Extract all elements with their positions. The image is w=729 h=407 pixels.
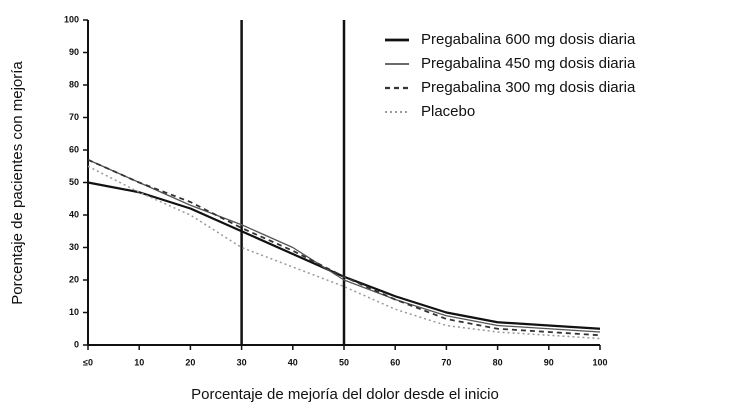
y-tick-label: 10 [69,307,79,317]
x-tick-label: ≤0 [83,357,93,367]
y-tick-label: 90 [69,47,79,57]
y-tick-label: 50 [69,177,79,187]
y-axis-label: Porcentaje de pacientes con mejoría [9,61,26,305]
x-tick-label: 60 [390,357,400,367]
legend-label: Placebo [421,103,475,120]
y-tick-label: 0 [74,339,79,349]
x-tick-label: 90 [544,357,554,367]
series-line [87,158,601,337]
y-tick-label: 80 [69,79,79,89]
y-tick-label: 70 [69,112,79,122]
y-tick-label: 20 [69,274,79,284]
legend-label: Pregabalina 300 mg dosis diaria [421,79,636,96]
series-line [87,159,601,333]
y-tick-label: 40 [69,209,79,219]
x-axis-label: Porcentaje de mejoría del dolor desde el… [191,386,499,403]
x-tick-label: 100 [592,357,607,367]
x-tick-label: 10 [134,357,144,367]
x-tick-label: 40 [288,357,298,367]
x-tick-label: 20 [185,357,195,367]
x-tick-label: 80 [493,357,503,367]
y-tick-label: 30 [69,242,79,252]
x-tick-label: 70 [441,357,451,367]
y-tick-label: 100 [64,14,79,24]
x-tick-label: 50 [339,357,349,367]
legend-label: Pregabalina 600 mg dosis diaria [421,31,636,48]
y-tick-label: 60 [69,144,79,154]
legend-label: Pregabalina 450 mg dosis diaria [421,55,636,72]
x-tick-label: 30 [237,357,247,367]
